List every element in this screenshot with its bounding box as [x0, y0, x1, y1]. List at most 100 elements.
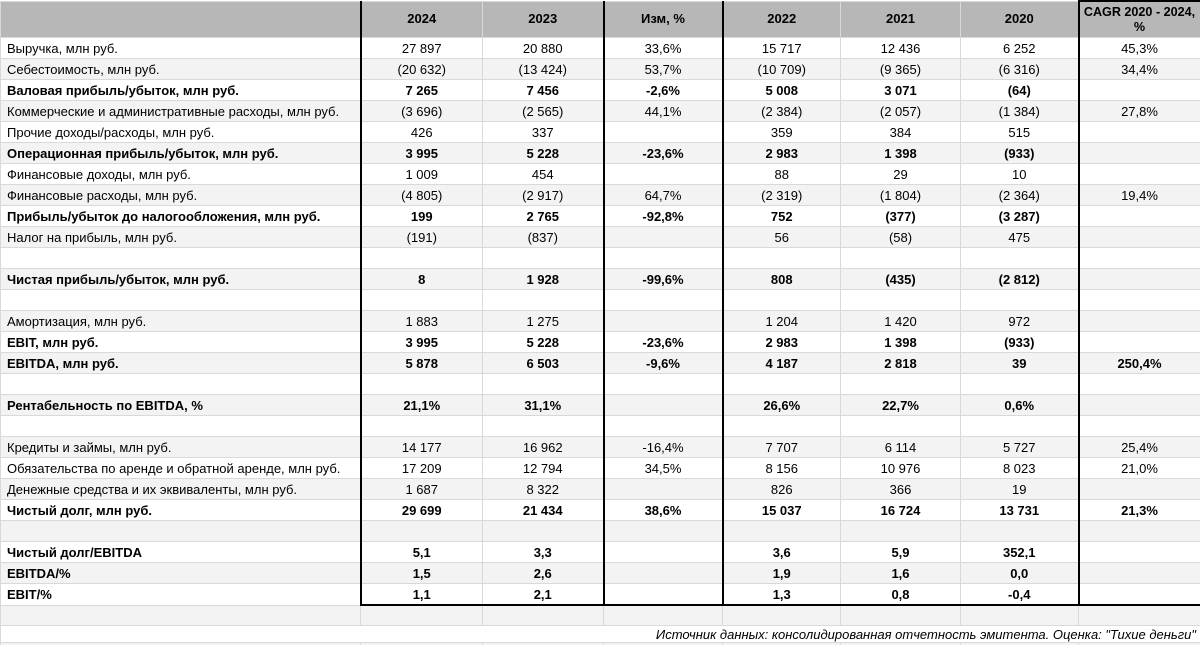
- cell-value: [840, 247, 961, 269]
- table-row: Чистая прибыль/убыток, млн руб. 8 1 928 -99…: [0, 268, 1200, 290]
- cell-value: 45,3%: [1077, 37, 1200, 59]
- cell-value: (3 696): [359, 100, 483, 122]
- cell-value: [482, 415, 604, 437]
- cell-value: 1,5: [359, 562, 483, 584]
- cell-value: 826: [722, 478, 841, 500]
- cell-value: (2 812): [960, 268, 1079, 290]
- cell-value: [602, 310, 724, 332]
- cell-value: 7 456: [482, 79, 604, 101]
- cell-value: 1 883: [359, 310, 483, 332]
- cell-value: 64,7%: [602, 184, 724, 206]
- cell-value: 21,1%: [359, 394, 483, 416]
- table-row: Чистый долг/EBITDA 5,1 3,3 3,6 5,9 352,1: [0, 541, 1200, 563]
- cell-value: 25,4%: [1077, 436, 1200, 458]
- cell-value: 0,6%: [960, 394, 1079, 416]
- cell-value: [602, 373, 724, 395]
- table-row: Себестоимость, млн руб. (20 632) (13 424) 5…: [0, 58, 1200, 80]
- cell-value: (191): [359, 226, 483, 248]
- table-row: Выручка, млн руб. 27 897 20 880 33,6% 15 717…: [0, 37, 1200, 59]
- cell-value: [1077, 247, 1200, 269]
- column-header: Изм, %: [602, 0, 724, 38]
- cell-value: 1,6: [840, 562, 961, 584]
- cell-value: 7 265: [359, 79, 483, 101]
- cell-value: 5 727: [960, 436, 1079, 458]
- cell-value: 20 880: [482, 37, 604, 59]
- cell-value: [602, 121, 724, 143]
- table-body: Выручка, млн руб. 27 897 20 880 33,6% 15 717…: [0, 37, 1200, 606]
- cell-value: 8 322: [482, 478, 604, 500]
- cell-value: 26,6%: [722, 394, 841, 416]
- cell-value: 454: [482, 163, 604, 185]
- empty-row: [0, 415, 1200, 437]
- source-note: Источник данных: консолидированная отчет…: [0, 625, 1200, 643]
- cell-value: -23,6%: [602, 142, 724, 164]
- cell-value: 53,7%: [602, 58, 724, 80]
- column-header: 2020: [960, 0, 1079, 38]
- cell-value: [1077, 520, 1200, 542]
- row-label: Выручка, млн руб.: [0, 37, 361, 59]
- cell-value: 337: [482, 121, 604, 143]
- cell-value: [1077, 310, 1200, 332]
- row-label: Денежные средства и их эквиваленты, млн …: [0, 478, 361, 500]
- cell-value: [482, 289, 604, 311]
- cell-value: 1 398: [840, 331, 961, 353]
- cell-value: [359, 373, 483, 395]
- cell-value: [960, 247, 1079, 269]
- cell-value: [602, 415, 724, 437]
- cell-value: 27 897: [359, 37, 483, 59]
- cell-value: -23,6%: [602, 331, 724, 353]
- cell-value: 2 983: [722, 142, 841, 164]
- cell-value: [602, 520, 724, 542]
- cell-value: -9,6%: [602, 352, 724, 374]
- column-header: 2023: [482, 0, 604, 38]
- cell-value: [359, 415, 483, 437]
- row-label: Коммерческие и административные расходы,…: [0, 100, 361, 122]
- cell-value: 5 008: [722, 79, 841, 101]
- table-row: Рентабельность по EBITDA, % 21,1% 31,1% 26,…: [0, 394, 1200, 416]
- cell-value: [602, 163, 724, 185]
- cell-value: 2,6: [482, 562, 604, 584]
- table-row: Финансовые доходы, млн руб. 1 009 454 88 29 1…: [0, 163, 1200, 185]
- cell-value: 199: [359, 205, 483, 227]
- cell-value: 1 204: [722, 310, 841, 332]
- cell-value: 21,0%: [1077, 457, 1200, 479]
- cell-value: (1 804): [840, 184, 961, 206]
- empty-cell: [1078, 604, 1200, 626]
- cell-value: 475: [960, 226, 1079, 248]
- row-label: Налог на прибыль, млн руб.: [0, 226, 361, 248]
- cell-value: [1077, 205, 1200, 227]
- table-row: Прочие доходы/расходы, млн руб. 426 337 359…: [0, 121, 1200, 143]
- cell-value: [602, 541, 724, 563]
- cell-value: 56: [722, 226, 841, 248]
- empty-cell: [840, 604, 961, 626]
- cell-value: [960, 373, 1079, 395]
- empty-cell: [603, 604, 723, 626]
- cell-value: (933): [960, 142, 1079, 164]
- cell-value: 5 228: [482, 142, 604, 164]
- cell-value: 8 156: [722, 457, 841, 479]
- cell-value: -0,4: [960, 583, 1079, 606]
- cell-value: [1077, 142, 1200, 164]
- table-row: Обязательства по аренде и обратной аренд…: [0, 457, 1200, 479]
- cell-value: 2 818: [840, 352, 961, 374]
- cell-value: 15 037: [722, 499, 841, 521]
- cell-value: 359: [722, 121, 841, 143]
- empty-cell: [0, 604, 361, 626]
- row-label: [0, 520, 361, 542]
- cell-value: (4 805): [359, 184, 483, 206]
- row-label: [0, 373, 361, 395]
- cell-value: [1077, 79, 1200, 101]
- cell-value: [840, 289, 961, 311]
- cell-value: 5,9: [840, 541, 961, 563]
- table-row: Денежные средства и их эквиваленты, млн …: [0, 478, 1200, 500]
- cell-value: 16 962: [482, 436, 604, 458]
- table-footer-area: Источник данных: консолидированная отчет…: [0, 604, 1200, 645]
- empty-row: [0, 247, 1200, 269]
- cell-value: 39: [960, 352, 1079, 374]
- cell-value: [1077, 394, 1200, 416]
- cell-value: [960, 289, 1079, 311]
- cell-value: 13 731: [960, 499, 1079, 521]
- footer-row: Источник данных: консолидированная отчет…: [0, 625, 1200, 643]
- table-row: Операционная прибыль/убыток, млн руб. 3 9…: [0, 142, 1200, 164]
